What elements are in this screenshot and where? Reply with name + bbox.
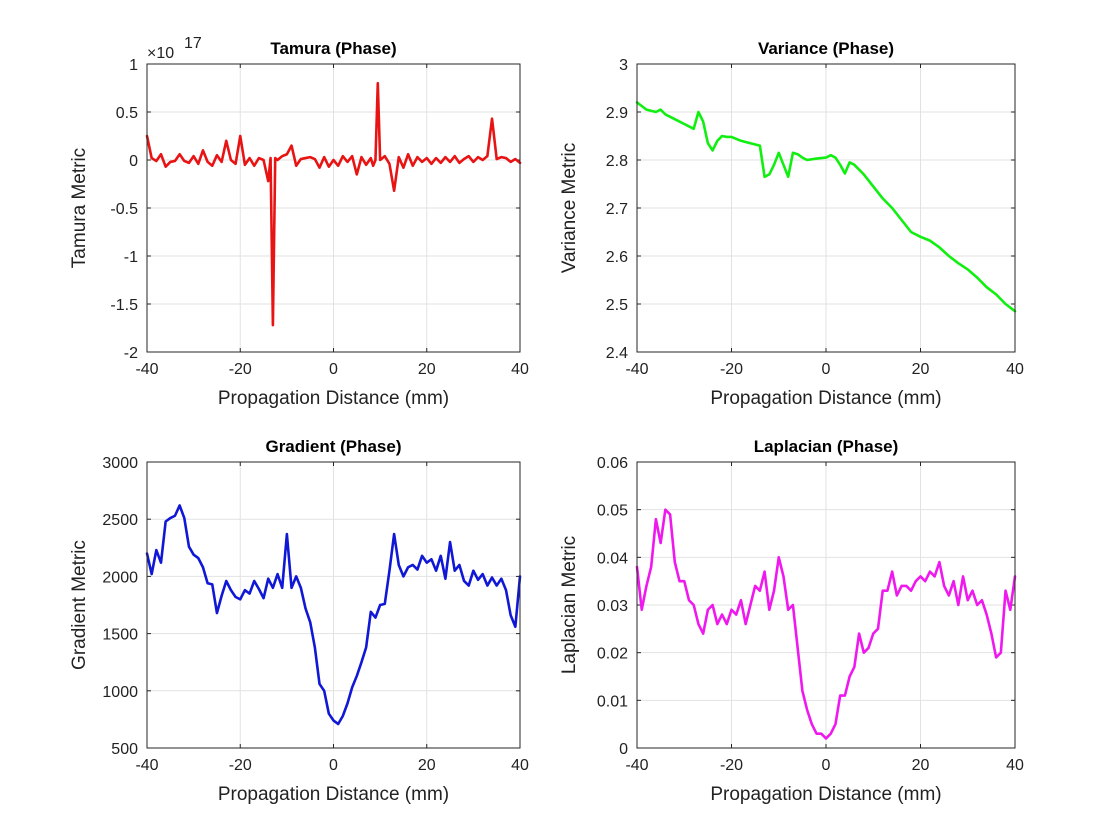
- variance-y-tick-label: 2.4: [606, 345, 628, 362]
- tamura-x-tick-label: -20: [229, 361, 252, 378]
- gradient-plot-frame: [146, 461, 521, 749]
- variance-y-tick-label: 2.9: [606, 105, 628, 122]
- laplacian-y-tick-label: 0.02: [597, 646, 628, 663]
- tamura-y-tick-label: -1.5: [110, 297, 138, 314]
- variance-x-tick-label: -40: [625, 361, 648, 378]
- tamura-plot-frame: [146, 63, 521, 353]
- gradient-x-tick-label: -20: [229, 757, 252, 774]
- variance-x-tick-label: 0: [822, 361, 831, 378]
- tamura-x-tick-label: 40: [511, 361, 529, 378]
- tamura-y-tick-label: 0.5: [116, 105, 138, 122]
- variance-y-tick-label: 2.8: [606, 153, 628, 170]
- laplacian-x-axis-label: Propagation Distance (mm): [710, 784, 941, 805]
- gradient-x-tick-label: 20: [418, 757, 436, 774]
- gradient-y-tick-label: 2500: [102, 512, 138, 529]
- laplacian-series-line: [635, 508, 1017, 740]
- gradient-y-tick-label: 1000: [102, 684, 138, 701]
- variance-chart-title: Variance (Phase): [758, 39, 894, 58]
- tamura-chart-title: Tamura (Phase): [270, 39, 396, 58]
- panel-laplacian: -40 -20 0 20 40 0 0.01 0.02 0.03 0.04 0.05 0.06 Lapl…: [559, 437, 1024, 805]
- laplacian-y-tick-label: 0.05: [597, 503, 628, 520]
- gradient-x-axis-label: Propagation Distance (mm): [218, 784, 449, 805]
- variance-y-tick-label: 2.6: [606, 249, 628, 266]
- laplacian-x-tick-label: 40: [1006, 757, 1024, 774]
- tamura-y-tick-label: -0.5: [110, 201, 138, 218]
- laplacian-y-tick-label: 0.06: [597, 455, 628, 472]
- variance-y-tick-label: 2.7: [606, 201, 628, 218]
- panel-tamura: -40 -20 0 20 40 -2 -1.5 -1 -0.5 0 0.5 1 Tamura (Phas…: [69, 35, 529, 409]
- laplacian-x-tick-label: 20: [912, 757, 930, 774]
- gradient-y-tick-label: 2000: [102, 569, 138, 586]
- tamura-x-tick-label: 20: [418, 361, 436, 378]
- gradient-series-line: [145, 504, 522, 726]
- gradient-y-axis-label: Gradient Metric: [69, 540, 90, 670]
- gradient-x-tick-label: -40: [135, 757, 158, 774]
- laplacian-plot-frame: [636, 461, 1016, 749]
- gradient-y-tick-label: 3000: [102, 455, 138, 472]
- variance-y-axis-label: Variance Metric: [559, 143, 580, 274]
- tamura-y-tick-label: 1: [129, 57, 138, 74]
- tamura-x-tick-label: 0: [329, 361, 338, 378]
- variance-series-line: [635, 101, 1017, 313]
- gradient-chart-title: Gradient (Phase): [265, 437, 401, 456]
- laplacian-y-tick-label: 0.04: [597, 550, 628, 567]
- tamura-y-tick-label: 0: [129, 153, 138, 170]
- variance-x-tick-label: 40: [1006, 361, 1024, 378]
- variance-plot-frame: [636, 63, 1016, 353]
- laplacian-y-tick-label: 0: [619, 741, 628, 758]
- laplacian-x-tick-label: -20: [720, 757, 743, 774]
- variance-x-axis-label: Propagation Distance (mm): [710, 388, 941, 409]
- gradient-y-tick-label: 1500: [102, 627, 138, 644]
- tamura-y-axis-label: Tamura Metric: [69, 148, 90, 268]
- variance-y-tick-label: 2.5: [606, 297, 628, 314]
- tamura-series-line: [145, 81, 522, 327]
- laplacian-x-tick-label: -40: [625, 757, 648, 774]
- tamura-x-tick-label: -40: [135, 361, 158, 378]
- tamura-y-exponent-power: 17: [184, 35, 202, 52]
- variance-x-tick-label: 20: [912, 361, 930, 378]
- variance-y-tick-label: 3: [619, 57, 628, 74]
- panel-variance: -40 -20 0 20 40 2.4 2.5 2.6 2.7 2.8 2.9 3 Variance (…: [559, 39, 1024, 409]
- laplacian-y-tick-label: 0.01: [597, 693, 628, 710]
- tamura-x-axis-label: Propagation Distance (mm): [218, 388, 449, 409]
- laplacian-chart-title: Laplacian (Phase): [754, 437, 899, 456]
- laplacian-x-tick-label: 0: [822, 757, 831, 774]
- gradient-y-tick-label: 500: [111, 741, 138, 758]
- laplacian-y-tick-label: 0.03: [597, 598, 628, 615]
- gradient-x-tick-label: 0: [329, 757, 338, 774]
- tamura-y-tick-label: -1: [124, 249, 138, 266]
- laplacian-y-axis-label: Laplacian Metric: [559, 536, 580, 674]
- tamura-y-exponent-label: ×10: [147, 45, 174, 62]
- gradient-x-tick-label: 40: [511, 757, 529, 774]
- tamura-y-tick-label: -2: [124, 345, 138, 362]
- variance-x-tick-label: -20: [720, 361, 743, 378]
- panel-gradient: -40 -20 0 20 40 500 1000 1500 2000 2500 3000 Gradie…: [69, 437, 529, 805]
